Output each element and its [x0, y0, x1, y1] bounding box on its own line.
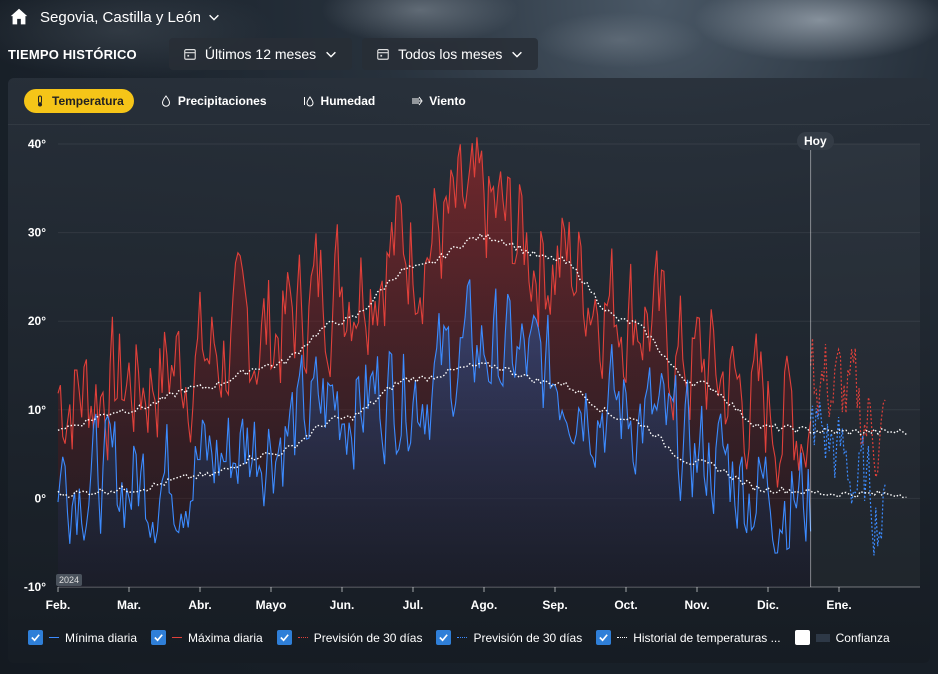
calendar-icon: [377, 49, 389, 60]
legend-max-daily[interactable]: Máxima diaria: [151, 630, 263, 645]
location-name: Segovia, Castilla y León: [40, 8, 201, 26]
checkbox[interactable]: [276, 630, 292, 645]
series-forecast-min: [810, 402, 886, 556]
series-history-max: [57, 232, 907, 436]
legend-label: Previsión de 30 días: [313, 630, 423, 645]
x-tick-label: Mar.: [117, 598, 141, 612]
y-tick-label: 10°: [28, 403, 46, 417]
legend-swatch: [457, 637, 468, 638]
min-area: [58, 279, 811, 587]
checkbox[interactable]: [436, 630, 452, 645]
x-tick-label: Nov.: [684, 598, 709, 612]
confidence-region: [811, 144, 920, 587]
tab-temperatura[interactable]: Temperatura: [24, 89, 134, 113]
x-tick-label: Mayo: [256, 598, 287, 612]
x-tick-label: Jul.: [403, 598, 424, 612]
months-value: Todos los meses: [398, 46, 503, 62]
location-selector[interactable]: Segovia, Castilla y León: [40, 9, 221, 26]
top-bar: Segovia, Castilla y León: [8, 4, 221, 30]
x-tick-label: Jun.: [330, 598, 355, 612]
legend-min-daily[interactable]: Mínima diaria: [28, 630, 137, 645]
tab-divider: [8, 124, 930, 125]
period-value: Últimos 12 meses: [204, 46, 317, 62]
checkbox[interactable]: [596, 630, 612, 645]
legend-label: Historial de temperaturas ...: [633, 630, 781, 645]
chevron-down-icon: [326, 51, 337, 58]
year-badge: 2024: [56, 574, 83, 586]
series-forecast-max: [810, 338, 886, 478]
x-tick-label: Abr.: [188, 598, 211, 612]
drop-icon: [161, 95, 170, 107]
tab-label: Humedad: [320, 94, 376, 108]
series-history-min: [57, 361, 907, 499]
checkbox[interactable]: [794, 630, 810, 645]
tab-viento[interactable]: Viento: [401, 89, 475, 113]
filter-bar: TIEMPO HISTÓRICO Últimos 12 meses Todos …: [8, 38, 539, 70]
legend-label: Máxima diaria: [188, 630, 263, 645]
y-tick-label: 40°: [28, 137, 46, 151]
legend-swatch: [815, 633, 830, 642]
period-dropdown[interactable]: Últimos 12 meses: [168, 38, 353, 70]
thermometer-icon: [38, 95, 42, 107]
axis-labels: 40° 30° 20° 10° 0° -10°Feb. Mar. Abr. Mayo Jun. Ju…: [24, 137, 852, 612]
legend-swatch: [49, 637, 59, 638]
legend-forecast-max[interactable]: Previsión de 30 días: [276, 630, 423, 645]
chart-panel: Temperatura Precipitaciones Humedad Vien…: [8, 78, 930, 663]
tab-label: Viento: [429, 94, 466, 108]
tab-precipitaciones[interactable]: Precipitaciones: [150, 89, 277, 113]
chevron-down-icon: [209, 14, 219, 21]
legend-label: Mínima diaria: [65, 630, 138, 645]
x-tick-label: Feb.: [46, 598, 71, 612]
legend-label: Previsión de 30 días: [473, 630, 583, 645]
tab-label: Temperatura: [52, 94, 124, 108]
legend-label: Confianza: [835, 630, 890, 645]
check-icon: [154, 634, 163, 642]
today-badge: Hoy: [797, 132, 834, 150]
x-tick-label: Oct.: [614, 598, 637, 612]
y-tick-label: 0°: [35, 491, 47, 505]
x-tick-label: Ene.: [826, 598, 851, 612]
check-icon: [599, 634, 609, 642]
chevron-down-icon: [512, 51, 523, 58]
chart-legend: Mínima diaria Máxima diaria Previsión de…: [28, 630, 890, 645]
checkbox[interactable]: [151, 630, 167, 645]
legend-swatch: [617, 637, 628, 638]
tab-humedad[interactable]: Humedad: [293, 89, 386, 113]
legend-swatch: [297, 637, 308, 638]
metric-tabs: Temperatura Precipitaciones Humedad Vien…: [24, 89, 476, 113]
tab-label: Precipitaciones: [177, 94, 267, 108]
series-max-daily: [57, 137, 812, 488]
months-dropdown[interactable]: Todos los meses: [362, 38, 539, 70]
check-icon: [279, 634, 289, 642]
series-min-daily: [57, 279, 812, 554]
checkbox[interactable]: [28, 630, 43, 645]
y-tick-label: -10°: [24, 580, 46, 594]
y-tick-label: 20°: [28, 314, 46, 328]
legend-swatch: [172, 637, 183, 638]
series-lines: [57, 134, 907, 587]
home-icon[interactable]: [8, 6, 30, 28]
x-tick-label: Dic.: [757, 598, 779, 612]
legend-forecast-min[interactable]: Previsión de 30 días: [436, 630, 582, 645]
wind-icon: [412, 96, 423, 106]
temperature-chart[interactable]: 40° 30° 20° 10° 0° -10°Feb. Mar. Abr. Mayo Jun. Ju…: [8, 78, 930, 618]
check-icon: [439, 634, 449, 642]
x-tick-label: Sep.: [542, 598, 567, 612]
legend-confidence[interactable]: Confianza: [794, 630, 890, 645]
x-tick-label: Ago.: [471, 598, 498, 612]
humidity-icon: [303, 96, 314, 107]
page-title: TIEMPO HISTÓRICO: [8, 46, 137, 62]
legend-history[interactable]: Historial de temperaturas ...: [596, 630, 781, 645]
y-tick-label: 30°: [28, 226, 46, 240]
check-icon: [31, 634, 40, 642]
calendar-icon: [184, 49, 196, 60]
